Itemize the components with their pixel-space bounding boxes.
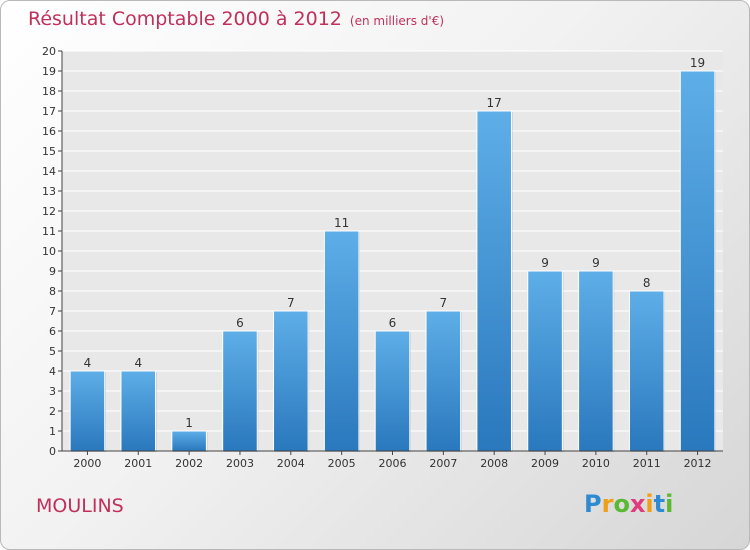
logo-letter: P xyxy=(584,490,602,518)
bar-2005 xyxy=(323,230,360,452)
data-label: 1 xyxy=(185,416,193,430)
y-tick-label: 6 xyxy=(49,325,56,338)
x-tick-label: 2008 xyxy=(480,457,508,470)
data-label: 4 xyxy=(84,356,92,370)
x-tick-label: 2002 xyxy=(175,457,203,470)
y-tick-label: 4 xyxy=(49,365,56,378)
logo-letter: i xyxy=(665,490,674,518)
proxiti-logo: Proxiti xyxy=(584,490,673,518)
bar-2008 xyxy=(476,110,512,452)
y-tick-label: 11 xyxy=(42,225,56,238)
x-tick-label: 2005 xyxy=(328,457,356,470)
data-label: 7 xyxy=(440,296,448,310)
town-name: MOULINS xyxy=(36,495,124,517)
y-tick-label: 5 xyxy=(49,345,56,358)
y-tick-label: 12 xyxy=(42,205,56,218)
bar-2011 xyxy=(628,290,665,452)
y-tick-label: 14 xyxy=(42,165,56,178)
chart-title: Résultat Comptable 2000 à 2012 xyxy=(28,8,342,30)
data-label: 9 xyxy=(541,256,549,270)
data-label: 19 xyxy=(690,56,705,70)
y-tick-label: 7 xyxy=(49,305,56,318)
data-label: 9 xyxy=(592,256,600,270)
y-tick-label: 1 xyxy=(49,425,56,438)
chart-title-block: Résultat Comptable 2000 à 2012 (en millie… xyxy=(28,8,444,30)
x-tick-label: 2011 xyxy=(633,457,661,470)
y-tick-label: 9 xyxy=(49,265,56,278)
y-tick-label: 17 xyxy=(42,105,56,118)
y-tick-label: 3 xyxy=(49,385,56,398)
bar-2010 xyxy=(578,270,614,452)
data-label: 7 xyxy=(287,296,295,310)
logo-letter: r xyxy=(601,490,614,518)
x-tick-label: 2003 xyxy=(226,457,254,470)
x-tick-label: 2007 xyxy=(429,457,457,470)
x-tick-label: 2004 xyxy=(277,457,305,470)
x-tick-label: 2001 xyxy=(124,457,152,470)
data-label: 4 xyxy=(134,356,142,370)
bar-2006 xyxy=(374,330,411,452)
bar-2001 xyxy=(120,370,157,452)
y-tick-label: 2 xyxy=(49,405,56,418)
y-tick-label: 18 xyxy=(42,85,56,98)
bar-2012 xyxy=(679,70,716,452)
bar-2009 xyxy=(527,270,563,452)
y-tick-label: 16 xyxy=(42,125,56,138)
y-tick-label: 10 xyxy=(42,245,56,258)
x-tick-label: 2010 xyxy=(582,457,610,470)
logo-letter: t xyxy=(653,490,666,518)
logo-letter: o xyxy=(613,490,630,518)
bar-2002 xyxy=(171,430,207,452)
x-tick-label: 2000 xyxy=(73,457,101,470)
y-tick-label: 15 xyxy=(42,145,56,158)
logo-letter: i xyxy=(645,490,654,518)
x-tick-label: 2009 xyxy=(531,457,559,470)
y-tick-label: 20 xyxy=(42,45,56,58)
x-tick-label: 2012 xyxy=(684,457,712,470)
y-tick-label: 13 xyxy=(42,185,56,198)
x-tick-label: 2006 xyxy=(379,457,407,470)
bar-2000 xyxy=(69,370,106,452)
y-tick-label: 0 xyxy=(49,445,56,458)
logo-letter: x xyxy=(629,490,646,518)
chart-unit: (en milliers d'€) xyxy=(349,14,445,28)
data-label: 17 xyxy=(487,96,502,110)
bar-2007 xyxy=(425,310,462,452)
data-label: 6 xyxy=(236,316,244,330)
bar-2004 xyxy=(273,310,309,452)
y-tick-label: 8 xyxy=(49,285,56,298)
data-label: 8 xyxy=(643,276,651,290)
data-label: 6 xyxy=(389,316,397,330)
data-label: 11 xyxy=(334,216,349,230)
bar-2003 xyxy=(222,330,258,452)
y-tick-label: 19 xyxy=(42,65,56,78)
